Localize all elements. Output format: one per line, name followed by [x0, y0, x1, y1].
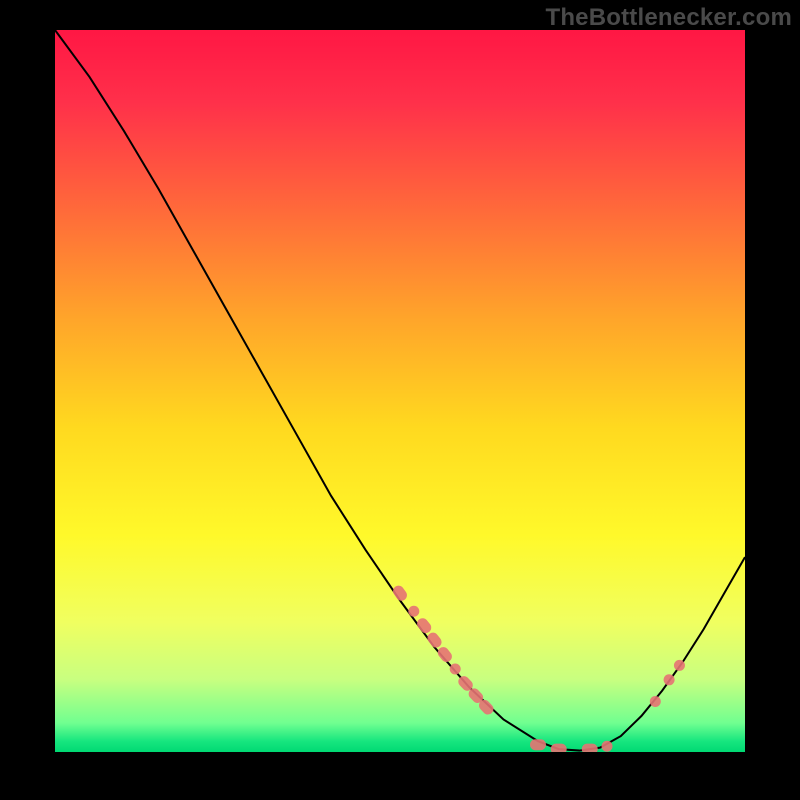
data-marker — [391, 583, 409, 602]
plot-area — [55, 30, 745, 752]
data-marker — [582, 744, 598, 752]
data-marker — [436, 645, 455, 664]
watermark-text: TheBottlenecker.com — [545, 4, 792, 32]
data-marker — [425, 630, 444, 649]
canvas: TheBottlenecker.com — [0, 0, 800, 800]
data-marker — [674, 660, 685, 671]
data-marker — [530, 739, 546, 750]
data-marker — [408, 606, 419, 617]
data-marker — [650, 696, 661, 707]
data-marker — [602, 741, 613, 752]
data-marker — [551, 744, 567, 752]
data-marker — [664, 674, 675, 685]
curve-layer — [55, 30, 745, 752]
bottleneck-curve — [55, 30, 745, 751]
data-marker — [415, 616, 434, 635]
data-marker — [450, 663, 461, 674]
